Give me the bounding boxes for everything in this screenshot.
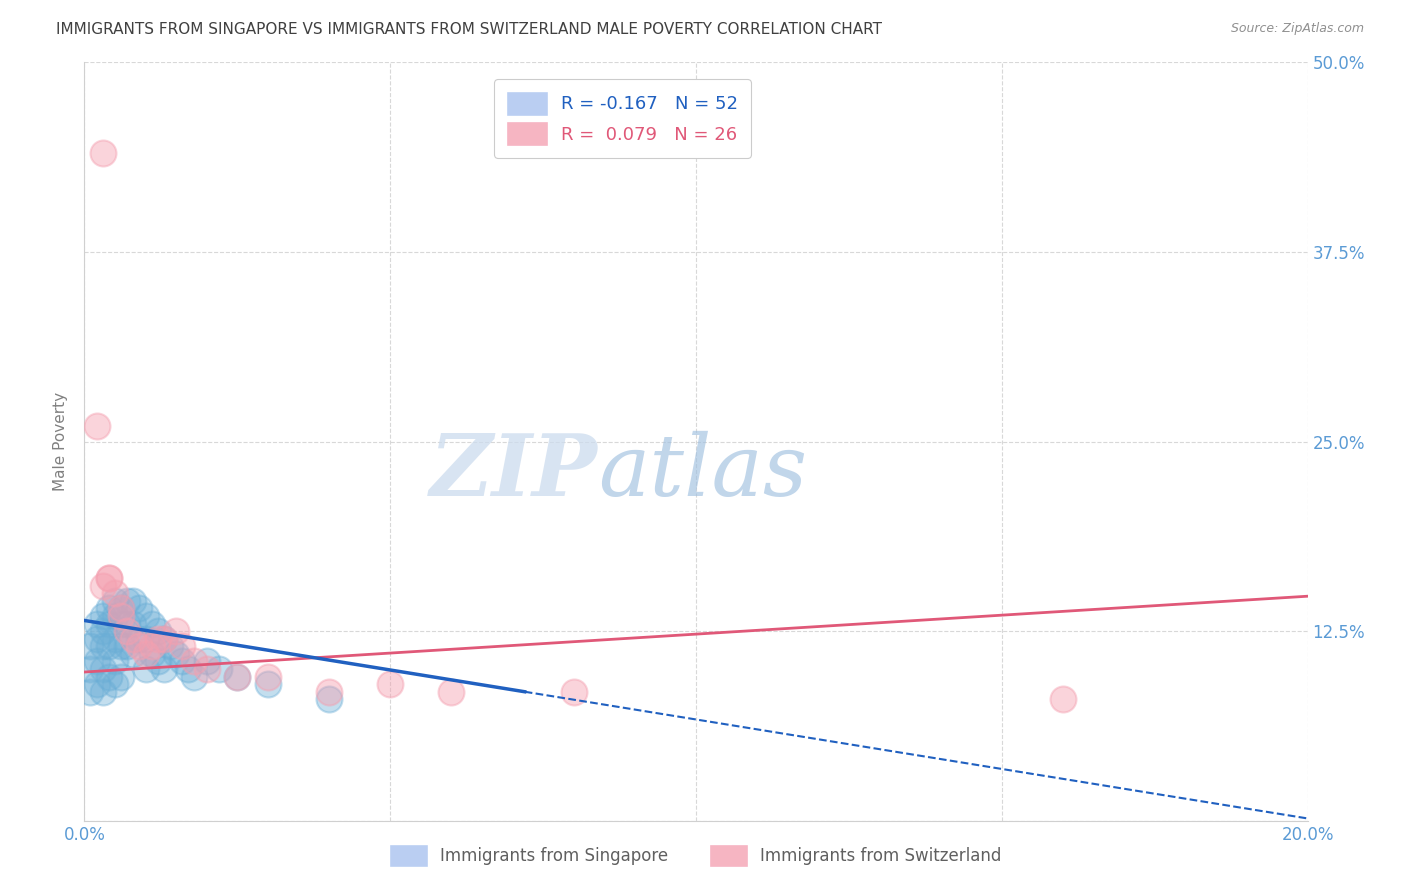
Point [97,571,120,585]
Point [128,601,150,615]
Point [135,608,157,623]
Point [141,616,163,631]
Point [104,586,127,600]
Point [318,685,340,699]
Text: IMMIGRANTS FROM SINGAPORE VS IMMIGRANTS FROM SWITZERLAND MALE POVERTY CORRELATIO: IMMIGRANTS FROM SINGAPORE VS IMMIGRANTS … [56,22,882,37]
Point [135,662,157,676]
Point [110,601,132,615]
Point [91,662,114,676]
Point [226,669,249,683]
Point [122,647,145,661]
Point [110,669,132,683]
Point [97,616,120,631]
Point [104,632,127,646]
Point [97,571,120,585]
Point [208,662,231,676]
Point [91,146,114,161]
Point [135,647,157,661]
Point [86,616,108,631]
Point [115,594,138,608]
Point [86,677,108,691]
Point [380,677,402,691]
Point [153,632,176,646]
Point [172,639,194,653]
Point [183,655,205,669]
Text: ZIP: ZIP [430,430,598,514]
Point [128,639,150,653]
Point [86,632,108,646]
Point [141,647,163,661]
Point [104,677,127,691]
Point [318,692,340,706]
Point [110,639,132,653]
Point [122,594,145,608]
Point [135,632,157,646]
Point [91,639,114,653]
Point [257,669,280,683]
Point [110,608,132,623]
Point [79,662,101,676]
Point [195,662,218,676]
Point [141,639,163,653]
Point [104,594,127,608]
Point [226,669,249,683]
Point [128,632,150,646]
Point [153,662,176,676]
Point [146,624,169,639]
Point [97,601,120,615]
Point [146,632,169,646]
Point [440,685,463,699]
Point [172,655,194,669]
Point [146,655,169,669]
Point [110,601,132,615]
Point [153,632,176,646]
Point [79,685,101,699]
Point [97,669,120,683]
Point [177,662,200,676]
Point [257,677,280,691]
Point [104,655,127,669]
Y-axis label: Male Poverty: Male Poverty [53,392,69,491]
Point [91,608,114,623]
Point [86,419,108,434]
Point [1052,692,1074,706]
Point [165,624,187,639]
Point [91,685,114,699]
Point [110,616,132,631]
Point [115,616,138,631]
Point [91,579,114,593]
Point [115,639,138,653]
Point [91,624,114,639]
Point [122,632,145,646]
Point [86,655,108,669]
Point [165,647,187,661]
Point [97,639,120,653]
Point [122,616,145,631]
Text: Source: ZipAtlas.com: Source: ZipAtlas.com [1230,22,1364,36]
Point [195,655,218,669]
Legend: Immigrants from Singapore, Immigrants from Switzerland: Immigrants from Singapore, Immigrants fr… [384,838,1008,873]
Point [104,608,127,623]
Point [183,669,205,683]
Point [562,685,585,699]
Point [79,639,101,653]
Point [115,624,138,639]
Text: atlas: atlas [598,431,807,513]
Point [159,639,181,653]
